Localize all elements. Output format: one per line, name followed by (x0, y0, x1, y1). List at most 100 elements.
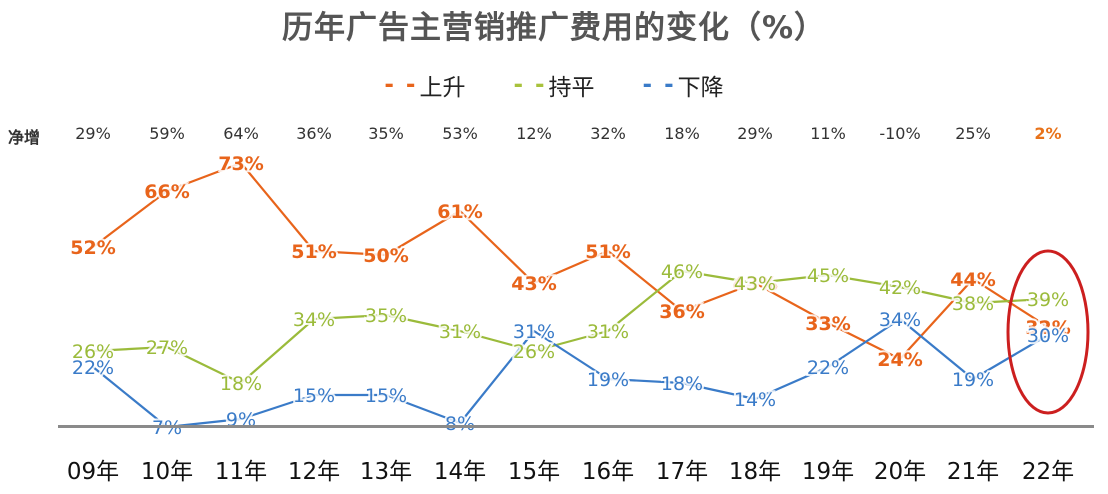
data-label: 51% (585, 241, 630, 263)
data-label: 66% (144, 181, 189, 203)
x-tick-label: 14年 (433, 459, 487, 485)
svg-text:8%: 8% (445, 413, 475, 435)
net-increase-value: 25% (955, 124, 991, 143)
svg-text:44%: 44% (950, 269, 995, 291)
x-tick-label: 19年 (801, 459, 855, 485)
data-label: 33% (805, 313, 850, 335)
legend-item-rise: - - 上升 (384, 68, 465, 102)
data-label: 22% (807, 357, 849, 379)
series-line-2 (92, 317, 1049, 429)
data-label: 39% (1027, 289, 1069, 311)
svg-text:26%: 26% (513, 341, 555, 363)
data-label: 19% (952, 369, 994, 391)
x-tick-label: 10年 (140, 459, 194, 485)
svg-text:66%: 66% (144, 181, 189, 203)
data-label: 18% (220, 373, 262, 395)
legend-label-rise: 上升 (419, 75, 466, 101)
net-increase-value: 32% (590, 124, 626, 143)
svg-text:51%: 51% (585, 241, 630, 263)
data-label: 36% (659, 301, 704, 323)
svg-text:18%: 18% (220, 373, 262, 395)
svg-text:50%: 50% (363, 245, 408, 267)
data-label: 38% (952, 293, 994, 315)
legend-item-flat: - - 持平 (513, 68, 594, 102)
data-label: 30% (1027, 325, 1069, 347)
x-tick-label: 18年 (728, 459, 782, 485)
svg-text:45%: 45% (807, 265, 849, 287)
data-label: 73% (218, 153, 263, 175)
data-label: 34% (879, 309, 921, 331)
svg-text:33%: 33% (805, 313, 850, 335)
svg-text:46%: 46% (661, 261, 703, 283)
data-label: 43% (732, 273, 777, 295)
x-tick-label: 12年 (287, 459, 341, 485)
data-label: 26% (72, 341, 114, 363)
svg-text:34%: 34% (293, 309, 335, 331)
data-label: 22% (72, 357, 114, 379)
net-increase-value: 53% (442, 124, 478, 143)
net-increase-value: 11% (810, 124, 846, 143)
x-tick-label: 22年 (1021, 459, 1075, 485)
svg-text:31%: 31% (439, 321, 481, 343)
x-tick-label: 20年 (873, 459, 927, 485)
data-label: 15% (365, 385, 407, 407)
highlight-ellipse (1006, 249, 1090, 415)
x-tick-label: 11年 (214, 459, 268, 485)
data-label: 61% (437, 201, 482, 223)
data-label: 34% (293, 309, 335, 331)
svg-text:43%: 43% (511, 273, 556, 295)
data-label: 26% (513, 341, 555, 363)
data-label: 32% (1025, 317, 1070, 339)
net-increase-value: 35% (368, 124, 404, 143)
svg-text:43%: 43% (734, 273, 776, 295)
svg-text:14%: 14% (734, 389, 776, 411)
legend-swatch-fall: - - (642, 72, 676, 98)
legend-item-fall: - - 下降 (643, 68, 724, 102)
svg-text:19%: 19% (587, 369, 629, 391)
data-label: 31% (513, 321, 555, 343)
x-tick-label: 13年 (359, 459, 413, 485)
svg-text:43%: 43% (732, 273, 777, 295)
data-label: 35% (365, 305, 407, 327)
data-label: 43% (734, 273, 776, 295)
svg-text:51%: 51% (291, 241, 336, 263)
data-label: 31% (587, 321, 629, 343)
data-label: 43% (511, 273, 556, 295)
svg-text:34%: 34% (879, 309, 921, 331)
data-label: 31% (439, 321, 481, 343)
chart-title: 历年广告主营销推广费用的变化（%） (281, 10, 827, 46)
svg-text:38%: 38% (952, 293, 994, 315)
data-label: 7% (152, 417, 182, 439)
x-tick-label: 09年 (66, 459, 120, 485)
legend: - - 上升 - - 持平 - - 下降 (0, 68, 1108, 102)
net-increase-row: 净增 29% 59% 64% 36% 35% 53% 12% 32% 18% 29% 11% -10%… (0, 124, 1108, 148)
svg-text:24%: 24% (877, 349, 922, 371)
x-tick-label: 21年 (946, 459, 1000, 485)
svg-text:15%: 15% (293, 385, 335, 407)
svg-text:31%: 31% (513, 321, 555, 343)
x-tick-label: 16年 (581, 459, 635, 485)
net-increase-value: 36% (296, 124, 332, 143)
series-line-1 (92, 269, 1049, 385)
svg-text:42%: 42% (879, 277, 921, 299)
svg-text:7%: 7% (152, 417, 182, 439)
data-label: 8% (445, 413, 475, 435)
net-increase-value: 12% (516, 124, 552, 143)
data-label: 46% (661, 261, 703, 283)
svg-text:73%: 73% (218, 153, 263, 175)
data-label: 27% (146, 337, 188, 359)
legend-swatch-rise: - - (384, 72, 418, 98)
data-label: 14% (734, 389, 776, 411)
svg-text:19%: 19% (952, 369, 994, 391)
svg-text:22%: 22% (72, 357, 114, 379)
net-increase-value: 64% (223, 124, 259, 143)
legend-swatch-flat: - - (513, 72, 547, 98)
svg-text:52%: 52% (70, 237, 115, 259)
series-line-0 (92, 161, 1049, 361)
net-increase-value: 29% (75, 124, 111, 143)
data-label: 24% (877, 349, 922, 371)
svg-text:35%: 35% (365, 305, 407, 327)
svg-text:30%: 30% (1027, 325, 1069, 347)
data-label: 19% (587, 369, 629, 391)
data-label: 18% (661, 373, 703, 395)
